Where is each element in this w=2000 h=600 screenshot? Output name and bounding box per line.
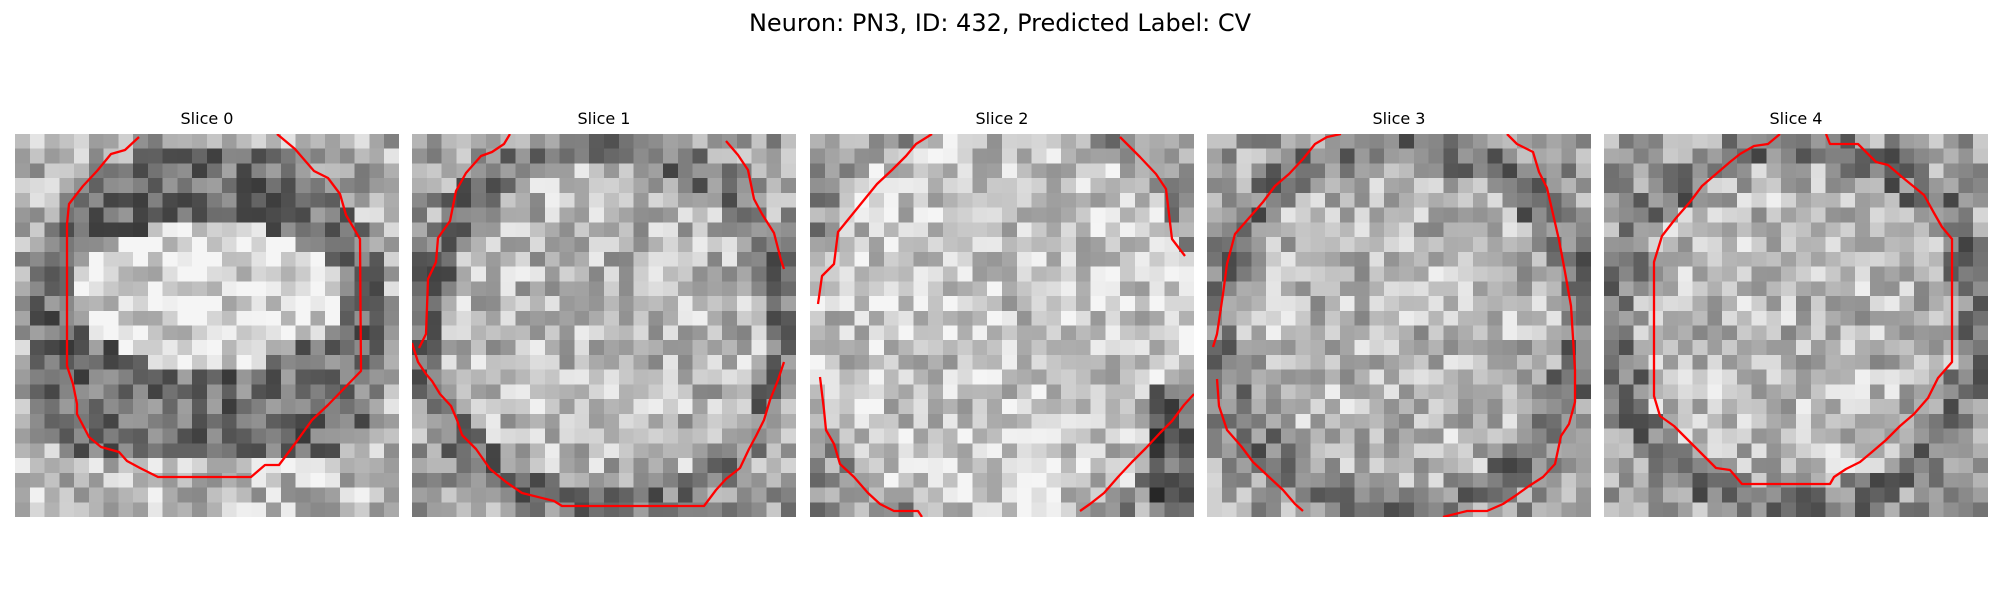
slice-title-0: Slice 0 xyxy=(180,109,234,128)
slice-image-0 xyxy=(15,134,399,517)
figure-title: Neuron: PN3, ID: 432, Predicted Label: C… xyxy=(748,9,1252,37)
slice-image-1 xyxy=(412,134,796,517)
slice-title-3: Slice 3 xyxy=(1372,109,1426,128)
slice-panel-1: Slice 1 xyxy=(412,110,796,517)
slice-image-3 xyxy=(1207,134,1591,517)
slice-title-4: Slice 4 xyxy=(1769,109,1823,128)
slice-image-4 xyxy=(1604,134,1988,517)
slice-panel-2: Slice 2 xyxy=(810,110,1194,517)
slice-title-2: Slice 2 xyxy=(975,109,1029,128)
slice-panel-0: Slice 0 xyxy=(15,110,399,517)
slice-title-1: Slice 1 xyxy=(577,109,631,128)
slice-panel-3: Slice 3 xyxy=(1207,110,1591,517)
slice-panel-4: Slice 4 xyxy=(1604,110,1988,517)
slice-image-2 xyxy=(810,134,1194,517)
